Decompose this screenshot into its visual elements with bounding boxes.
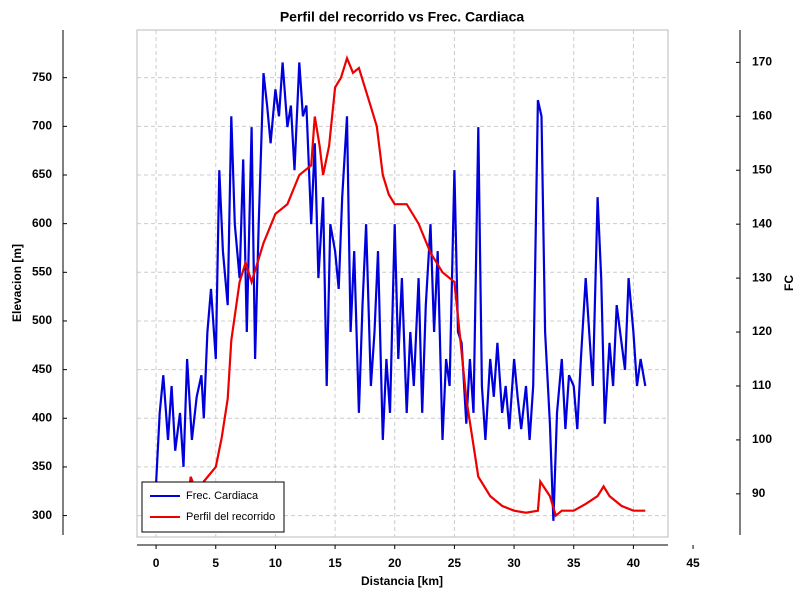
x-tick-label: 40: [627, 556, 641, 570]
y2-tick-label: 130: [752, 270, 772, 284]
line-series: [184, 54, 646, 518]
x-tick-label: 20: [388, 556, 402, 570]
x-tick-label: 45: [686, 556, 700, 570]
y2-tick-label: 110: [752, 378, 772, 392]
x-tick-label: 10: [269, 556, 283, 570]
y2-tick-label: 90: [752, 486, 766, 500]
legend-label: Frec. Cardiaca: [186, 490, 259, 502]
x-axis-label: Distancia [km]: [361, 574, 443, 588]
y2-tick-label: 170: [752, 55, 772, 69]
y-tick-label: 350: [32, 459, 52, 473]
y-tick-label: 550: [32, 264, 52, 278]
x-tick-label: 25: [448, 556, 462, 570]
y-tick-label: 450: [32, 362, 52, 376]
y-tick-label: 600: [32, 216, 52, 230]
y-tick-label: 300: [32, 508, 52, 522]
y-tick-label: 400: [32, 410, 52, 424]
y2-tick-label: 150: [752, 162, 772, 176]
x-tick-label: 15: [328, 556, 342, 570]
y2-tick-label: 160: [752, 108, 772, 122]
y-axis-label: Elevacion [m]: [10, 244, 24, 322]
legend: [141, 481, 285, 533]
y-tick-label: 700: [32, 119, 52, 133]
y-tick-label: 500: [32, 313, 52, 327]
y2-axis-label: FC: [782, 275, 796, 291]
y2-tick-label: 100: [752, 432, 772, 446]
y-tick-label: 750: [32, 70, 52, 84]
x-tick-label: 35: [567, 556, 581, 570]
line-series: [155, 62, 647, 521]
y2-tick-label: 120: [752, 324, 772, 338]
legend-label: Perfil del recorrido: [186, 511, 275, 523]
y2-tick-label: 140: [752, 216, 772, 230]
chart-title: Perfil del recorrido vs Frec. Cardiaca: [280, 9, 525, 25]
y-tick-label: 650: [32, 167, 52, 181]
x-tick-label: 30: [507, 556, 521, 570]
x-tick-label: 0: [153, 556, 160, 570]
x-tick-label: 5: [212, 556, 219, 570]
